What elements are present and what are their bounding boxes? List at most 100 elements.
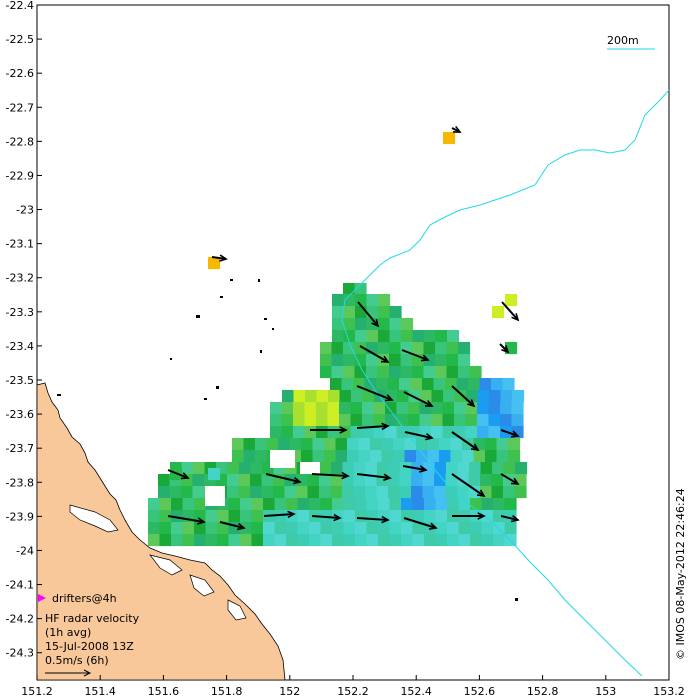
velocity-cell [477, 414, 490, 427]
velocity-cell [412, 522, 425, 535]
velocity-arrow [211, 256, 227, 260]
velocity-arrow [500, 515, 519, 521]
velocity-arrowhead [467, 399, 476, 408]
velocity-cell [358, 438, 371, 451]
velocity-cell [431, 414, 444, 427]
velocity-cell [389, 498, 402, 511]
velocity-cell [454, 414, 467, 427]
velocity-cell [511, 402, 524, 415]
velocity-cell [500, 402, 513, 415]
velocity-cell [158, 486, 171, 499]
velocity-cell [389, 342, 402, 355]
velocity-cell [378, 534, 391, 547]
velocity-arrowhead [341, 471, 350, 480]
velocity-cell [447, 522, 460, 535]
velocity-cell [217, 522, 230, 535]
velocity-cell [456, 378, 469, 391]
velocity-cell [458, 498, 471, 511]
velocity-cell [454, 426, 467, 439]
velocity-cell [301, 450, 314, 463]
velocity-cell [343, 534, 356, 547]
velocity-cell [301, 438, 314, 451]
velocity-cell [320, 522, 333, 535]
velocity-arrow [311, 473, 349, 477]
no-data-gap [270, 450, 295, 468]
velocity-cell [445, 474, 458, 487]
velocity-cell [424, 498, 437, 511]
velocity-cell [385, 426, 398, 439]
velocity-cell [404, 438, 417, 451]
velocity-cell [181, 486, 194, 499]
velocity-cell [293, 426, 306, 439]
velocity-cell [366, 522, 379, 535]
velocity-arrowhead [452, 125, 462, 133]
velocity-cell [319, 462, 332, 475]
velocity-cell [270, 426, 283, 439]
velocity-cell [458, 366, 471, 379]
land-mass [36, 382, 286, 681]
velocity-cell [159, 510, 172, 523]
velocity-cell [194, 534, 207, 547]
velocity-cell [480, 462, 493, 475]
velocity-arrowhead [510, 514, 520, 523]
velocity-cell [412, 342, 425, 355]
velocity-cell [480, 474, 493, 487]
velocity-cell [488, 426, 501, 439]
velocity-cell [343, 498, 356, 511]
velocity-arrowhead [287, 510, 296, 519]
velocity-cell [446, 366, 459, 379]
velocity-cell [297, 510, 310, 523]
velocity-cell [514, 486, 527, 499]
velocity-cell [316, 390, 329, 403]
velocity-cell [378, 522, 391, 535]
velocity-cell [240, 522, 253, 535]
velocity-cell [416, 438, 429, 451]
x-tick-label: 152 [279, 685, 300, 698]
velocity-cell [389, 354, 402, 367]
velocity-arrow [501, 301, 519, 321]
velocity-cell [169, 486, 182, 499]
velocity-cell [496, 450, 509, 463]
velocity-cell [273, 486, 286, 499]
velocity-cell [422, 474, 435, 487]
velocity-cell [477, 426, 490, 439]
velocity-cell [411, 474, 424, 487]
y-tick-label: -24 [16, 544, 34, 557]
velocity-cell [251, 534, 264, 547]
velocity-cell [505, 294, 518, 307]
velocity-arrow [167, 469, 189, 479]
velocity-cell [343, 342, 356, 355]
velocity-cell [396, 402, 409, 415]
velocity-cell [412, 330, 425, 343]
velocity-cell [408, 414, 421, 427]
velocity-cell [442, 402, 455, 415]
velocity-arrow [356, 517, 389, 521]
velocity-arrow [356, 385, 393, 401]
velocity-cell [331, 354, 344, 367]
velocity-cell [205, 510, 218, 523]
velocity-cell [410, 378, 423, 391]
x-tick-label: 151.8 [211, 685, 243, 698]
x-tick-label: 151.4 [84, 685, 116, 698]
velocity-cell [446, 354, 459, 367]
velocity-cell [274, 498, 287, 511]
velocity-cell [335, 450, 348, 463]
velocity-cell [378, 498, 391, 511]
velocity-cell [385, 414, 398, 427]
y-tick-label: -23.4 [6, 340, 34, 353]
velocity-cell [227, 462, 240, 475]
velocity-cell [431, 402, 444, 415]
velocity-cell [304, 402, 317, 415]
velocity-cell [423, 462, 436, 475]
velocity-cell [255, 450, 268, 463]
velocity-cell [401, 534, 414, 547]
velocity-cell [171, 534, 184, 547]
velocity-cell [508, 438, 521, 451]
velocity-cell [401, 498, 414, 511]
velocity-arrowhead [384, 394, 394, 402]
inlet [189, 574, 215, 597]
velocity-cell [274, 534, 287, 547]
velocity-cell [355, 522, 368, 535]
velocity-cell [502, 378, 515, 391]
